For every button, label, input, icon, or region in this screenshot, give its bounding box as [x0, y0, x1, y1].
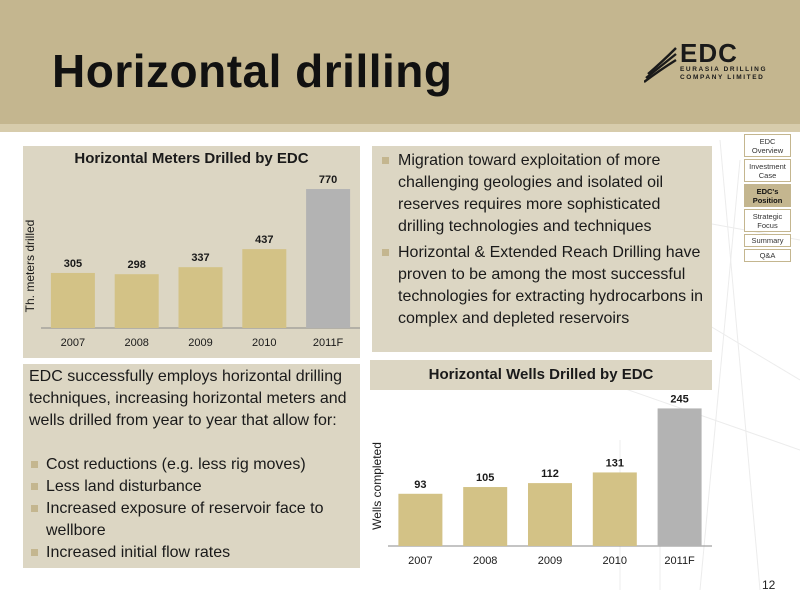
bar-2008	[114, 274, 159, 328]
x-tick-label-2011F: 2011F	[664, 555, 695, 567]
data-label-2007: 305	[64, 258, 82, 270]
benefit-item: Less land disturbance	[29, 476, 359, 498]
edc-logo: EDC EURASIA DRILLING COMPANY LIMITED	[644, 38, 774, 83]
data-label-2011F: 245	[670, 393, 688, 405]
logo-tagline-2: COMPANY LIMITED	[680, 74, 765, 81]
benefit-item-text: Increased initial flow rates	[46, 544, 231, 561]
bar-2007	[398, 493, 443, 546]
bullet-square-icon	[31, 461, 38, 468]
bullet-square-icon	[382, 157, 389, 164]
nav-item-label: EDC Overview	[751, 136, 784, 155]
nav-item-edcs-position[interactable]: EDC's Position	[744, 184, 791, 207]
data-label-2010: 131	[606, 457, 624, 469]
bullet-square-icon	[382, 249, 389, 256]
slide-title: Horizontal drilling	[52, 45, 453, 97]
key-point-2: Horizontal & Extended Reach Drilling hav…	[378, 242, 704, 330]
key-point-2-text: Horizontal & Extended Reach Drilling hav…	[398, 244, 704, 327]
data-label-2009: 337	[191, 252, 209, 264]
key-points-panel: Migration toward exploitation of more ch…	[372, 146, 712, 352]
benefit-item-text: Increased exposure of reservoir face to …	[46, 500, 324, 539]
data-label-2011F: 770	[319, 174, 337, 186]
x-tick-label-2009: 2009	[188, 337, 212, 349]
nav-item-edc-overview[interactable]: EDC Overview	[744, 134, 791, 157]
bar-2011F	[657, 408, 702, 546]
data-label-2008: 105	[476, 472, 494, 484]
bar-2007	[50, 272, 95, 328]
logo-tagline-1: EURASIA DRILLING	[680, 66, 768, 73]
nav-item-summary[interactable]: Summary	[744, 234, 791, 247]
meters-chart-title: Horizontal Meters Drilled by EDC	[74, 150, 309, 167]
benefit-item-text: Less land disturbance	[46, 478, 202, 495]
wells-chart: 93 2007 105 2008 112 2009 131 2010 245 2011F Wells…	[370, 393, 712, 567]
logo-text: EDC	[680, 38, 738, 68]
bar-2010	[242, 249, 287, 328]
nav-item-label: Summary	[751, 236, 784, 245]
nav-item-qa[interactable]: Q&A	[744, 249, 791, 262]
nav-item-label: Investment Case	[749, 161, 786, 180]
x-tick-label-2007: 2007	[408, 555, 432, 567]
x-tick-label-2011F: 2011F	[313, 337, 344, 349]
bar-2009	[178, 267, 223, 328]
bullet-square-icon	[31, 505, 38, 512]
benefit-item: Increased initial flow rates	[29, 542, 359, 564]
wells-chart-title-bar	[370, 360, 712, 390]
logo-swoosh-icon	[644, 47, 677, 83]
bar-2011F	[306, 189, 351, 328]
nav-item-label: EDC's Position	[752, 186, 783, 205]
wells-chart-title: Horizontal Wells Drilled by EDC	[428, 366, 654, 383]
benefits-intro: EDC successfully employs horizontal dril…	[29, 368, 347, 429]
x-tick-label-2009: 2009	[538, 555, 562, 567]
x-tick-label-2007: 2007	[61, 337, 85, 349]
x-tick-label-2010: 2010	[252, 337, 276, 349]
x-tick-label-2008: 2008	[124, 337, 148, 349]
benefit-item: Cost reductions (e.g. less rig moves)	[29, 454, 359, 476]
bar-2008	[463, 487, 508, 546]
nav-item-label: Strategic Focus	[752, 211, 783, 230]
nav-item-strategic-focus[interactable]: Strategic Focus	[744, 209, 791, 232]
data-label-2009: 112	[541, 468, 559, 480]
meters-chart: 305 2007 298 2008 337 2009 437 2010 770 2011F Th. …	[23, 174, 360, 349]
data-label-2010: 437	[255, 234, 273, 246]
key-point-1: Migration toward exploitation of more ch…	[378, 150, 704, 238]
data-label-2008: 298	[128, 259, 146, 271]
data-label-2007: 93	[414, 479, 426, 491]
nav-item-investment-case[interactable]: Investment Case	[744, 159, 791, 182]
page-number: 12	[762, 578, 776, 592]
y-axis-label: Wells completed	[370, 442, 384, 530]
benefit-item-text: Cost reductions (e.g. less rig moves)	[46, 456, 306, 473]
benefit-item: Increased exposure of reservoir face to …	[29, 498, 359, 542]
x-tick-label-2010: 2010	[603, 555, 627, 567]
x-tick-label-2008: 2008	[473, 555, 497, 567]
section-nav: EDC Overview Investment Case EDC's Posit…	[744, 134, 791, 264]
bar-2010	[592, 472, 637, 546]
bar-2009	[528, 483, 572, 546]
bullet-square-icon	[31, 549, 38, 556]
bullet-square-icon	[31, 483, 38, 490]
benefits-panel: EDC successfully employs horizontal dril…	[23, 364, 360, 568]
key-point-1-text: Migration toward exploitation of more ch…	[398, 152, 664, 235]
nav-item-label: Q&A	[759, 251, 776, 260]
y-axis-label: Th. meters drilled	[23, 220, 37, 313]
header-strip	[0, 124, 800, 132]
